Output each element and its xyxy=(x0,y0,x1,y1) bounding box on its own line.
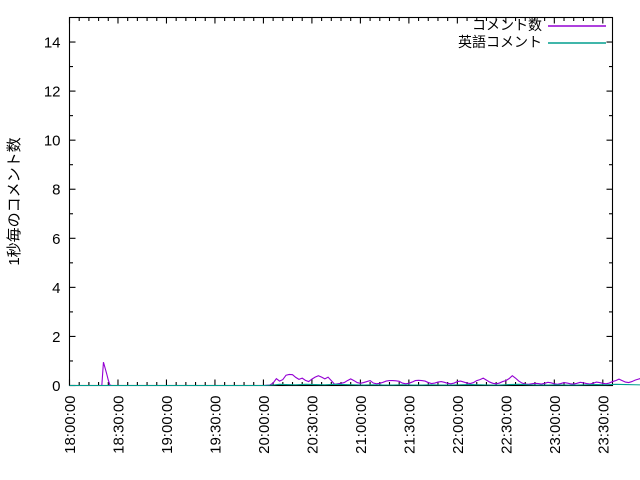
y-tick-label: 8 xyxy=(52,182,60,199)
y-tick-label: 6 xyxy=(52,231,60,248)
x-tick-label: 21:00:00 xyxy=(353,396,370,454)
x-tick-label: 19:30:00 xyxy=(207,396,224,454)
x-tick-label: 23:00:00 xyxy=(547,396,564,454)
x-tick-label: 22:30:00 xyxy=(498,396,515,454)
y-tick-label: 12 xyxy=(44,84,61,101)
x-tick-label: 18:00:00 xyxy=(62,396,79,454)
legend-label-1: コメント数 xyxy=(472,17,542,33)
y-tick-label: 0 xyxy=(52,378,60,395)
x-tick-label: 20:30:00 xyxy=(304,396,321,454)
y-tick-label: 4 xyxy=(52,280,60,297)
x-tick-label: 21:30:00 xyxy=(401,396,418,454)
y-axis-title: 1秒毎のコメント数 xyxy=(6,137,23,265)
y-tick-label: 10 xyxy=(44,133,61,150)
y-axis-title-text: 1秒毎のコメント数 xyxy=(6,137,23,265)
x-tick-label: 18:30:00 xyxy=(110,396,127,454)
y-tick-label: 2 xyxy=(52,329,60,346)
x-tick-label: 19:00:00 xyxy=(159,396,176,454)
series-line-2 xyxy=(69,383,640,387)
x-tick-label: 22:00:00 xyxy=(450,396,467,454)
x-tick-label: 23:30:00 xyxy=(595,396,612,454)
y-tick-label: 14 xyxy=(44,35,61,52)
y-axis-tick-labels: 0 2 4 6 8 10 12 14 xyxy=(44,35,61,395)
data-series-layer xyxy=(69,362,640,387)
x-axis-tick-labels: 18:00:00 18:30:00 19:00:00 19:30:00 20:00:00… xyxy=(62,396,612,454)
x-tick-label: 20:00:00 xyxy=(256,396,273,454)
legend-label-2: 英語コメント xyxy=(458,34,542,50)
